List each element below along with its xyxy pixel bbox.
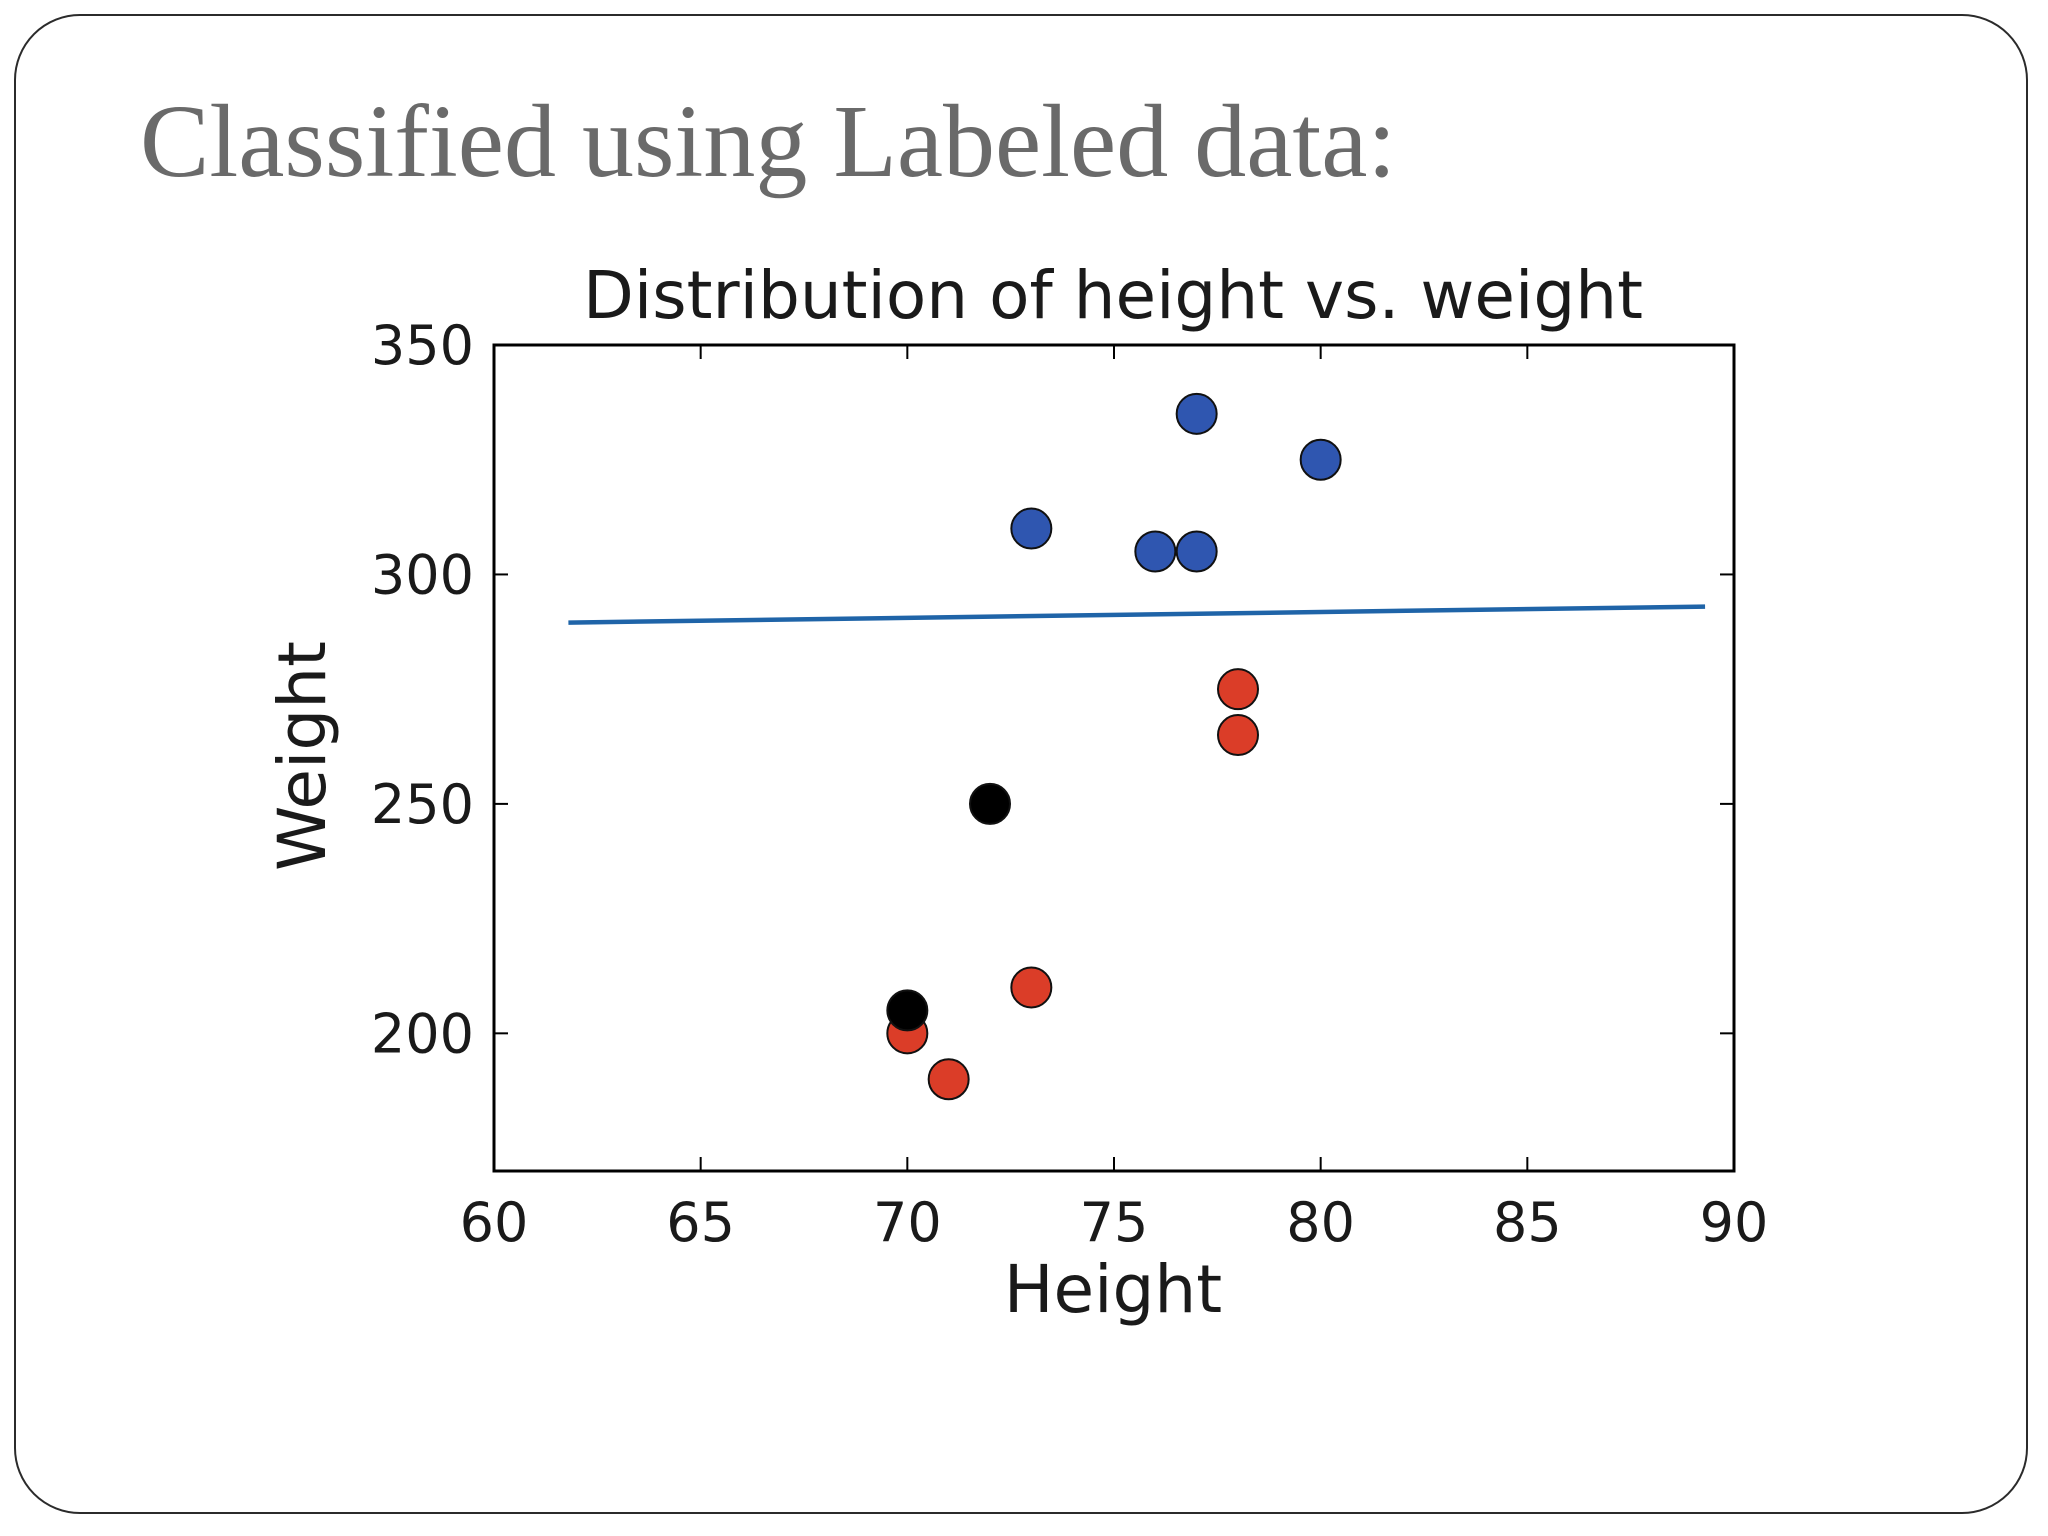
slide-title: Classified using Labeled data: — [140, 84, 1397, 199]
y-tick-label: 350 — [371, 314, 474, 377]
data-point-red — [1217, 668, 1259, 711]
x-tick-label: 75 — [1080, 1191, 1149, 1254]
data-point-red — [1010, 966, 1053, 1009]
y-axis-label: Weight — [264, 641, 341, 871]
y-tick-label: 300 — [371, 543, 474, 606]
data-point-black — [886, 989, 929, 1032]
chart-title: Distribution of height vs. weight — [583, 257, 1643, 334]
plot-frame — [492, 343, 1736, 1173]
x-tick-label: 80 — [1286, 1191, 1355, 1254]
y-tick-label: 250 — [371, 773, 474, 836]
data-point-red — [1217, 714, 1259, 757]
x-tick-label: 85 — [1493, 1191, 1562, 1254]
data-point-blue — [1175, 530, 1218, 573]
data-point-blue — [1299, 438, 1342, 481]
decision-boundary-line — [568, 604, 1706, 625]
x-tick-label: 60 — [460, 1191, 529, 1254]
x-tick-label: 90 — [1700, 1191, 1769, 1254]
x-tick-label: 65 — [666, 1191, 735, 1254]
y-tick-label: 200 — [371, 1002, 474, 1065]
data-point-black — [969, 782, 1011, 825]
data-point-blue — [1134, 530, 1177, 573]
data-point-red — [927, 1058, 970, 1101]
x-axis-label: Height — [1004, 1251, 1222, 1328]
plot-area: 60 65 70 75 80 85 90 200 250 300 350 — [371, 314, 1768, 1254]
data-point-blue — [1175, 392, 1218, 435]
x-tick-label: 70 — [873, 1191, 942, 1254]
data-point-blue — [1010, 507, 1053, 550]
